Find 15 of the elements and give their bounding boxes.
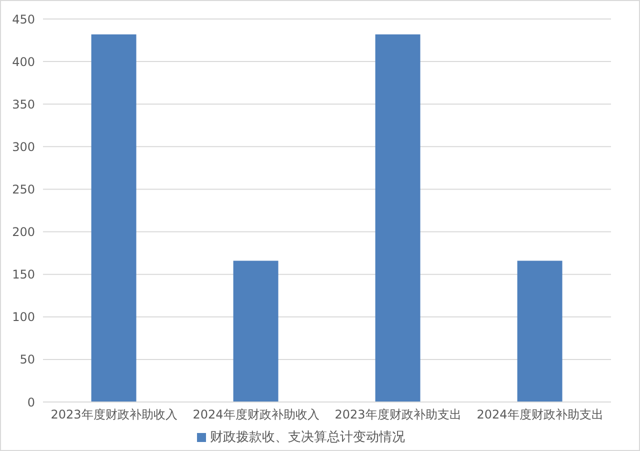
y-tick-label: 50 xyxy=(20,352,35,367)
y-tick-label: 150 xyxy=(12,268,35,282)
y-tick-label: 450 xyxy=(12,12,35,26)
y-tick-label: 250 xyxy=(12,182,35,196)
x-tick-label: 2024年度财政补助收入 xyxy=(192,408,320,422)
x-tick-label: 2023年度财政补助支出 xyxy=(334,408,462,422)
y-tick-label: 400 xyxy=(12,54,35,69)
legend-label: 财政拨款收、支决算总计变动情况 xyxy=(210,430,405,445)
y-tick-label: 100 xyxy=(12,310,35,324)
y-tick-label: 350 xyxy=(12,97,35,112)
x-tick-label: 2023年度财政补助收入 xyxy=(50,408,178,422)
y-tick-label: 300 xyxy=(12,140,35,154)
y-tick-label: 200 xyxy=(12,225,35,240)
y-tick-label: 0 xyxy=(27,395,35,410)
x-tick-label: 2024年度财政补助支出 xyxy=(476,408,604,422)
